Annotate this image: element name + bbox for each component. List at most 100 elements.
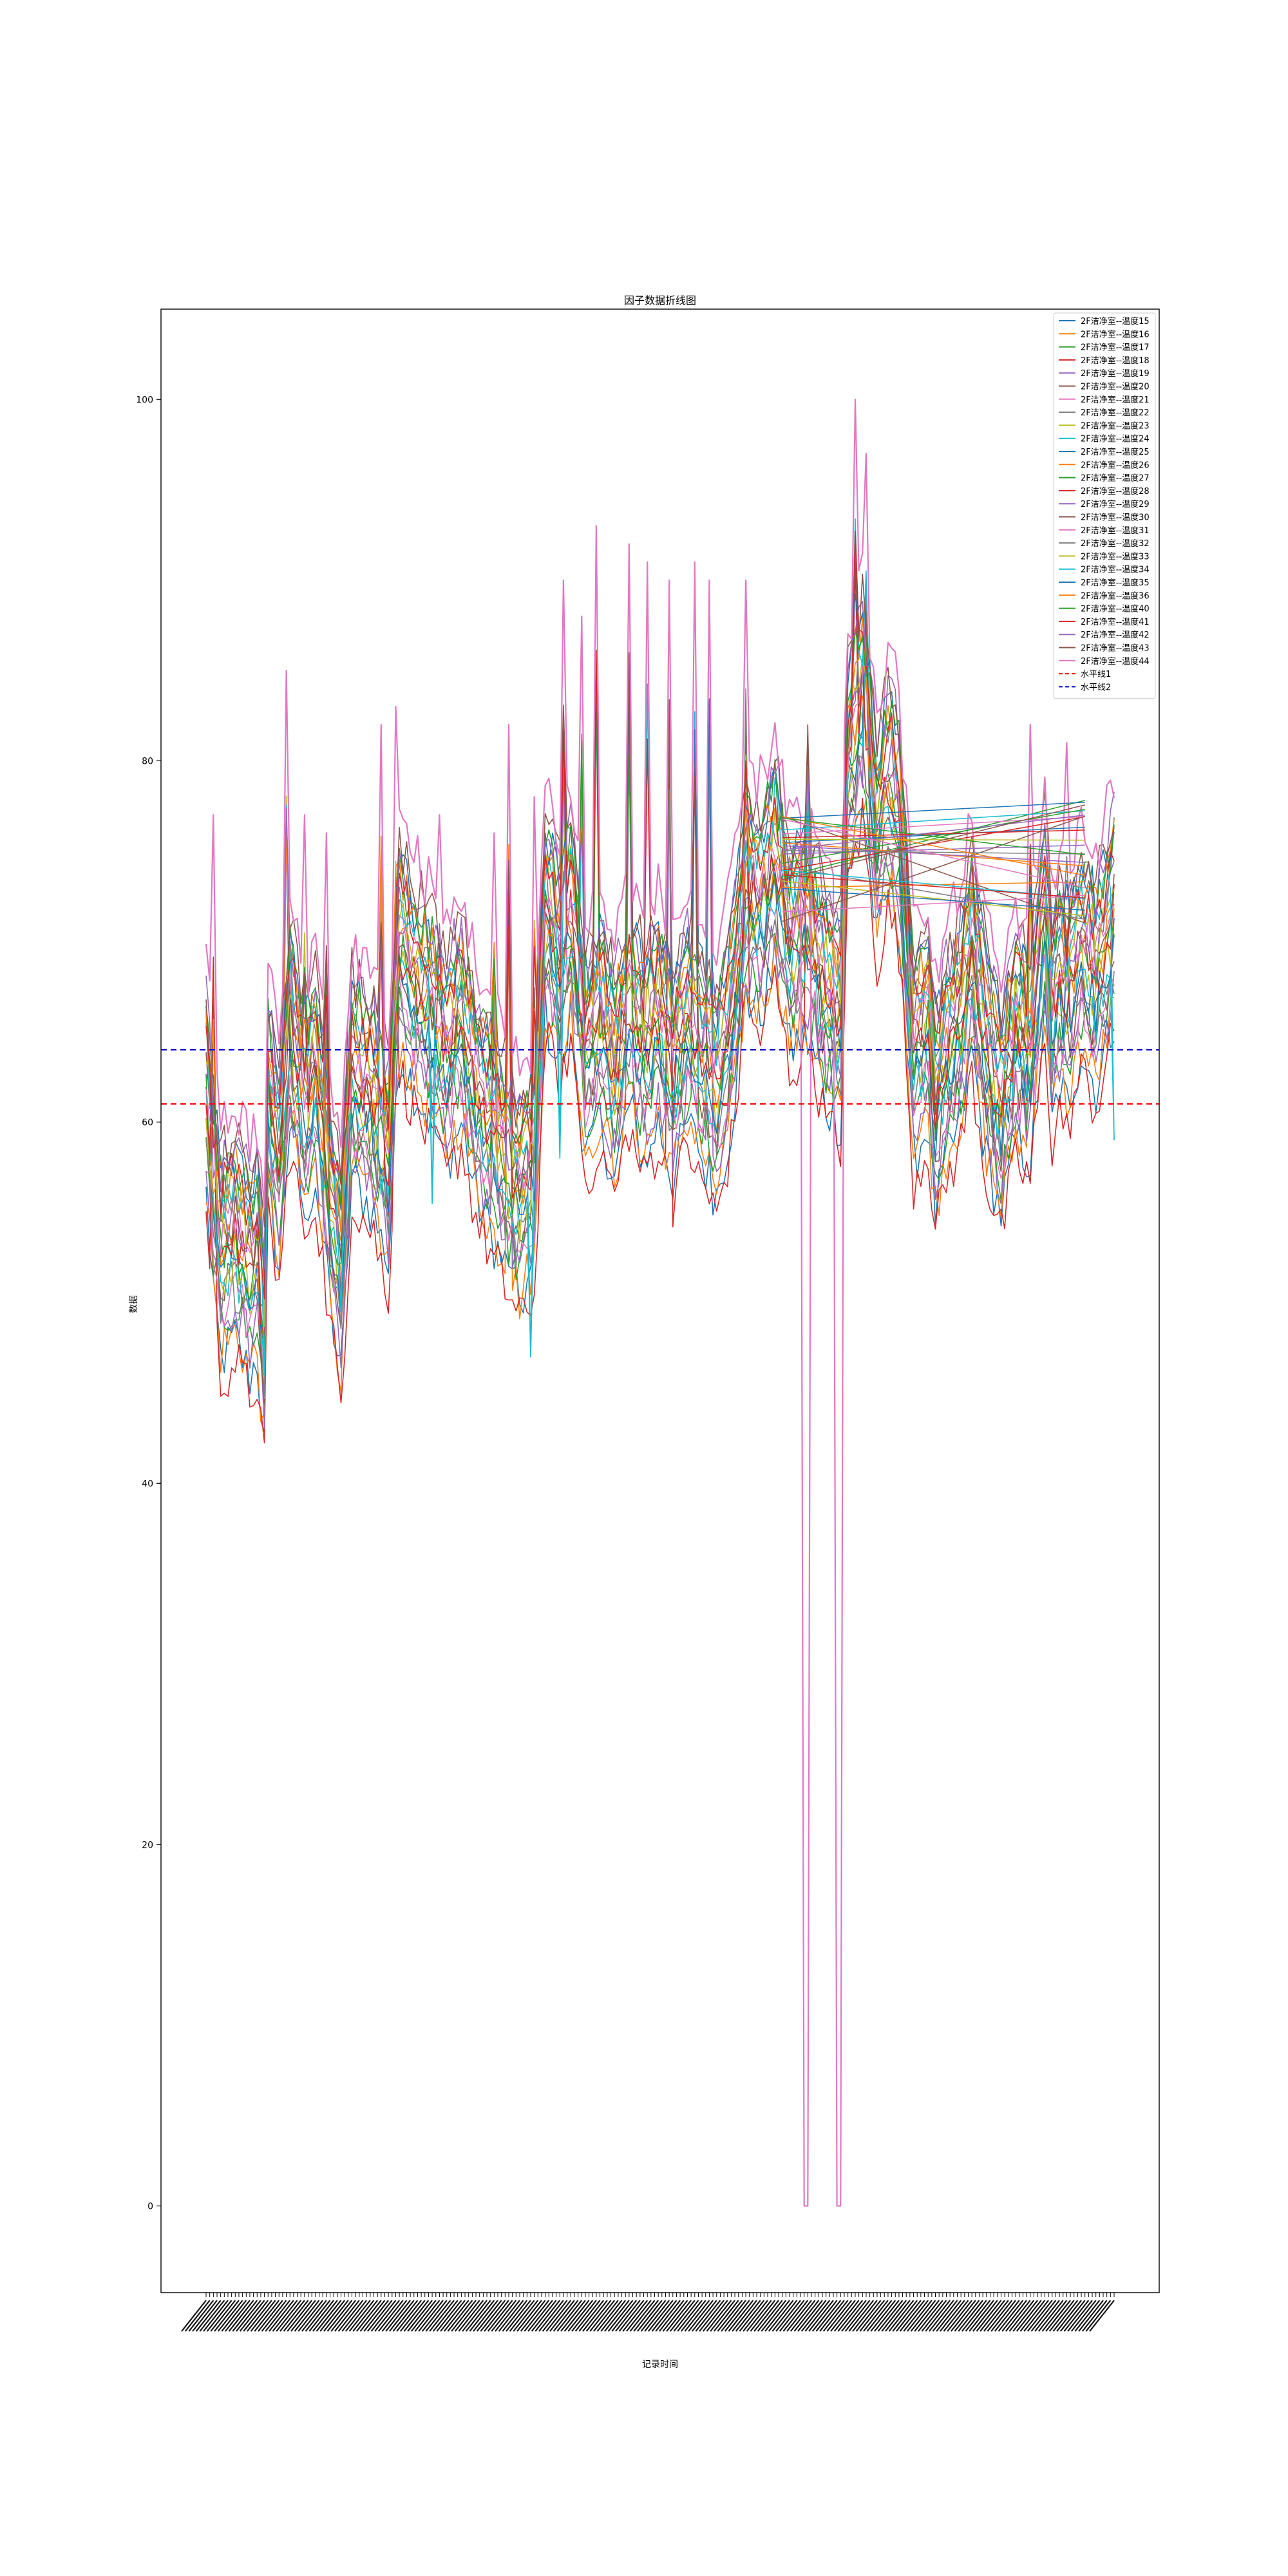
x-tick-label-mark [939,2300,965,2332]
x-tick-label-mark [239,2300,265,2332]
x-tick-label-mark [677,2300,703,2332]
x-tick-label-mark [418,2300,444,2332]
y-tick-label: 0 [147,2201,153,2211]
legend-entry: 2F洁净室--温度32 [1081,538,1150,549]
x-tick-label-mark [753,2300,779,2332]
series-line [205,611,1115,1429]
series-line [205,582,1115,1345]
y-tick-label: 40 [142,1479,153,1489]
x-tick-label-mark [1045,2300,1071,2332]
x-tick-label-mark [673,2300,699,2332]
x-tick-label-mark [917,2300,943,2332]
x-tick-label-mark [750,2300,776,2332]
x-tick-label-mark [614,2300,641,2332]
x-tick-label-mark [636,2300,663,2332]
x-tick-label-mark [377,2300,404,2332]
x-tick-label-mark [1041,2300,1068,2332]
y-tick-label: 80 [142,756,153,766]
x-tick-label-mark [1016,2300,1042,2332]
legend-entry: 2F洁净室--温度23 [1081,421,1150,431]
legend-entry: 2F洁净室--温度27 [1081,473,1150,484]
x-tick-label-mark [655,2300,681,2332]
x-tick-label-mark [491,2300,517,2332]
series-gap-segment [782,815,1085,922]
x-tick-label-mark [567,2300,594,2332]
x-tick-label-mark [1001,2300,1027,2332]
x-tick-label-mark [502,2300,528,2332]
x-tick-label-mark [772,2300,798,2332]
x-tick-label-mark [484,2300,509,2332]
x-tick-label-mark [451,2300,477,2332]
x-tick-label-mark [1037,2300,1064,2332]
x-tick-label-mark [210,2300,236,2332]
x-tick-label-mark [899,2300,925,2332]
x-tick-label-mark [574,2300,601,2332]
x-tick-label-mark [735,2300,761,2332]
series-gap-segment [782,814,1085,851]
legend-entry: 2F洁净室--温度24 [1081,434,1150,444]
x-tick-label-mark [327,2300,353,2332]
x-tick-label-mark [184,2300,211,2332]
x-tick-label-mark [855,2300,882,2332]
x-tick-label-mark [1009,2300,1035,2332]
x-tick-label-mark [990,2300,1016,2332]
x-tick-label-mark [352,2300,379,2332]
x-tick-label-mark [192,2300,218,2332]
legend-entry: 水平线1 [1081,670,1111,679]
y-tick-label: 20 [142,1840,153,1850]
series-line [205,562,1115,1335]
x-tick-label-mark [728,2300,754,2332]
series-gap-segment [782,816,1085,876]
x-tick-label-mark [228,2300,254,2332]
x-tick-label-mark [298,2300,324,2332]
x-tick-label-mark [768,2300,794,2332]
x-tick-label-mark [914,2300,940,2332]
x-tick-label-mark [531,2300,557,2332]
x-tick-label-mark [188,2300,214,2332]
legend-entry: 2F洁净室--温度22 [1081,408,1150,418]
x-tick-label-mark [658,2300,685,2332]
x-tick-label-mark [385,2300,411,2332]
x-tick-label-mark [732,2300,757,2332]
x-tick-label-mark [600,2300,627,2332]
legend-entry: 2F洁净室--温度31 [1081,526,1150,536]
x-tick-label-mark [542,2300,568,2332]
x-tick-label-mark [1078,2300,1104,2332]
x-tick-label-mark [1034,2300,1060,2332]
x-tick-label-mark [560,2300,586,2332]
x-tick-label-mark [545,2300,572,2332]
series-gap-segment [782,815,1085,923]
x-tick-label-mark [527,2300,553,2332]
series-gap-segment [782,844,1085,855]
x-tick-label-mark [629,2300,656,2332]
x-tick-label-mark [987,2300,1013,2332]
legend-entry: 2F洁净室--温度40 [1081,604,1150,614]
x-tick-label-mark [337,2300,364,2332]
series-gap-segment [782,874,1085,899]
x-tick-label-mark [746,2300,772,2332]
legend-entry: 2F洁净室--温度43 [1081,643,1150,654]
x-tick-label-mark [943,2300,969,2332]
legend-entry: 2F洁净室--温度28 [1081,486,1150,497]
x-tick-label-mark [983,2300,1009,2332]
reference-lines [161,1048,1159,1105]
x-tick-label-mark [556,2300,583,2332]
x-tick-label-mark [695,2300,721,2332]
x-tick-label-mark [662,2300,688,2332]
x-tick-label-mark [425,2300,451,2332]
x-tick-label-mark [874,2300,900,2332]
x-tick-label-mark [578,2300,605,2332]
x-tick-label-mark [535,2300,561,2332]
x-tick-label-mark [1067,2300,1093,2332]
x-tick-label-mark [1081,2300,1108,2332]
x-tick-label-mark [276,2300,302,2332]
x-tick-label-mark [724,2300,750,2332]
x-tick-label-mark [363,2300,389,2332]
x-tick-label-mark [837,2300,864,2332]
x-tick-label-mark [487,2300,513,2332]
x-tick-label-mark [907,2300,933,2332]
series-line [205,535,1115,1376]
x-tick-label-mark [811,2300,838,2332]
x-tick-label-mark [852,2300,878,2332]
